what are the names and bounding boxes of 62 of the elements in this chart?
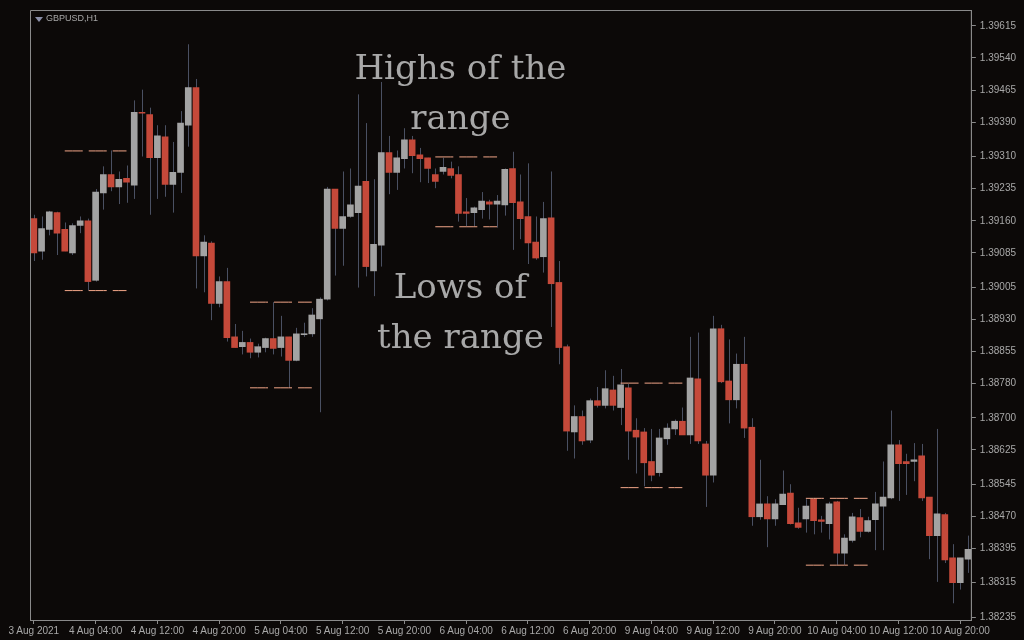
x-tick-label: 4 Aug 12:00: [130, 624, 185, 636]
candlestick: [115, 171, 123, 205]
x-tick-label: 5 Aug 20:00: [377, 624, 432, 636]
x-tick-label: 3 Aug 2021: [8, 624, 60, 636]
x-tick-label: 9 Aug 04:00: [624, 624, 679, 636]
y-tick-label: 1.38395: [979, 542, 1017, 554]
y-tick-label: 1.38930: [979, 313, 1017, 325]
x-tick-label: 5 Aug 12:00: [315, 624, 370, 636]
candlestick: [679, 407, 686, 436]
chart-title: GBPUSD,H1: [46, 13, 99, 24]
candlestick: [385, 135, 393, 195]
candlestick: [617, 368, 624, 426]
candlestick: [570, 404, 578, 459]
candlestick: [856, 508, 864, 538]
y-tick-label: 1.38855: [979, 345, 1017, 357]
y-tick-label: 1.39235: [979, 182, 1017, 194]
candlestick: [215, 275, 223, 308]
x-tick-label: 10 Aug 20:00: [930, 624, 991, 636]
candlestick: [763, 495, 771, 548]
candlestick: [269, 301, 277, 355]
y-tick-label: 1.38470: [979, 510, 1017, 522]
candlestick: [933, 428, 941, 583]
x-tick-label: 4 Aug 04:00: [68, 624, 123, 636]
y-tick-label: 1.39615: [979, 19, 1017, 31]
y-tick-label: 1.39160: [979, 214, 1017, 226]
candlestick: [123, 165, 130, 204]
x-tick-label: 6 Aug 20:00: [563, 624, 617, 636]
x-tick-label: 5 Aug 04:00: [254, 624, 309, 636]
x-tick-label: 9 Aug 12:00: [686, 624, 741, 636]
candlestick: [200, 234, 208, 293]
x-tick-label: 6 Aug 04:00: [439, 624, 494, 636]
y-tick-label: 1.39085: [979, 246, 1017, 258]
y-tick-label: 1.39540: [979, 51, 1017, 63]
candlestick: [154, 124, 161, 200]
y-tick-label: 1.38780: [979, 377, 1017, 389]
y-tick-label: 1.39005: [979, 280, 1017, 292]
x-tick-label: 10 Aug 12:00: [869, 624, 929, 636]
candlestick: [246, 338, 254, 359]
x-tick-label: 6 Aug 12:00: [501, 624, 556, 636]
x-tick-label: 10 Aug 04:00: [807, 624, 867, 636]
candlestick: [238, 330, 246, 355]
candlestick: [601, 369, 609, 409]
candlestick: [138, 89, 146, 157]
candlestick: [107, 150, 115, 192]
annotation: Lows of the range: [377, 266, 544, 357]
y-tick-label: 1.39465: [979, 83, 1017, 95]
candlestick: [408, 135, 416, 174]
y-tick-label: 1.38625: [979, 443, 1017, 455]
candlestick: [609, 375, 617, 412]
annotation: Highs of the range: [354, 46, 567, 137]
candlestick: [431, 168, 439, 189]
y-tick-label: 1.38315: [979, 576, 1017, 588]
candlestick: [756, 459, 763, 521]
y-tick-label: 1.38545: [979, 477, 1017, 489]
y-tick-label: 1.39390: [979, 115, 1017, 127]
y-tick-label: 1.39310: [979, 150, 1017, 162]
y-tick-label: 1.38235: [979, 610, 1017, 622]
x-tick-label: 9 Aug 20:00: [748, 624, 803, 636]
candlestick: [594, 386, 601, 409]
candlestick: [910, 442, 918, 482]
y-tick-label: 1.38700: [979, 411, 1017, 423]
x-tick-label: 4 Aug 20:00: [192, 624, 247, 636]
